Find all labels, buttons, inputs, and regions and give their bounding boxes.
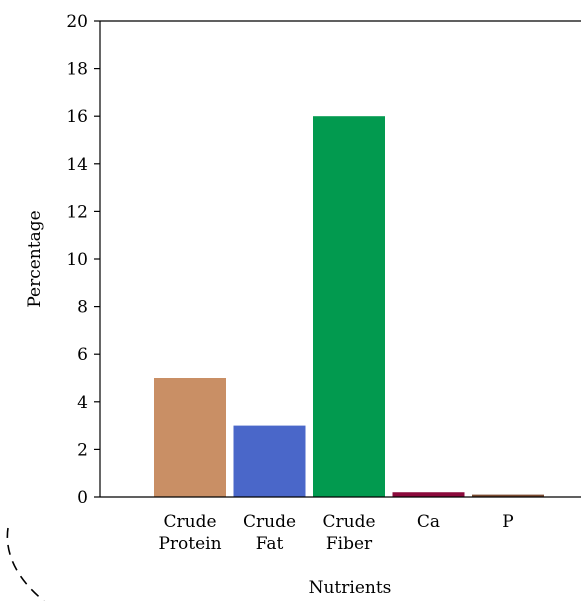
- x-axis-title: Nutrients: [309, 578, 392, 598]
- y-tick-label: 18: [66, 60, 88, 80]
- bar: [154, 378, 226, 497]
- bar: [392, 492, 465, 497]
- y-tick-label: 6: [77, 345, 88, 365]
- y-tick-label: 14: [66, 155, 88, 175]
- y-tick-label: 8: [77, 298, 88, 318]
- x-tick-label: Ca: [417, 512, 440, 532]
- y-tick-label: 20: [66, 12, 88, 32]
- x-tick-label: Crude: [322, 512, 375, 532]
- x-tick-label: Protein: [158, 534, 221, 554]
- bars: [154, 116, 544, 497]
- y-tick-label: 0: [77, 488, 88, 508]
- x-tick-label: Crude: [163, 512, 216, 532]
- x-tick-label: Fiber: [326, 534, 373, 554]
- y-axis-ticks: 0 2 4 6 8 10 12 14 16 18 20: [66, 12, 100, 508]
- bar: [472, 494, 544, 497]
- bar: [313, 116, 385, 497]
- x-tick-label: P: [502, 512, 513, 532]
- bar: [233, 425, 306, 497]
- x-tick-label: Fat: [256, 534, 284, 554]
- y-tick-label: 10: [66, 250, 88, 270]
- y-tick-label: 16: [66, 107, 88, 127]
- y-axis-title: Percentage: [25, 210, 45, 307]
- y-tick-label: 2: [77, 440, 88, 460]
- y-tick-label: 4: [77, 393, 88, 413]
- x-tick-label: Crude: [243, 512, 296, 532]
- decorative-dashed-arc: [6, 527, 45, 601]
- y-tick-label: 12: [66, 202, 88, 222]
